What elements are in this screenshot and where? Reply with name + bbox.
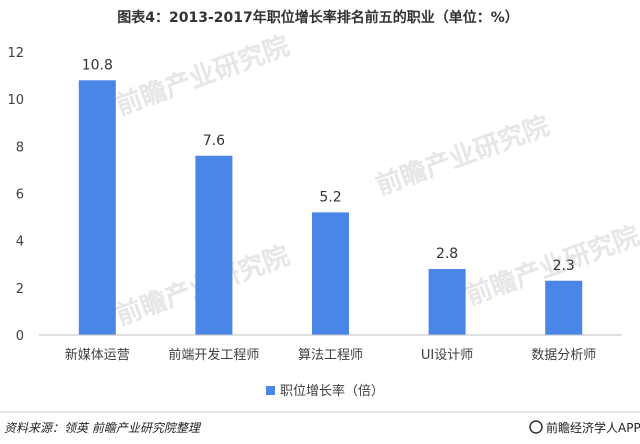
bar <box>195 155 233 335</box>
brand-mark: 前瞻经济学人APP <box>529 420 640 435</box>
data-label: 10.8 <box>82 57 113 73</box>
data-label: 2.8 <box>436 246 458 262</box>
data-label: 2.3 <box>553 258 575 274</box>
bars <box>78 80 583 335</box>
bar <box>78 80 116 335</box>
watermark-text-2: 前瞻产业研究院 <box>372 110 554 201</box>
data-label: 7.6 <box>203 133 225 149</box>
y-tick-label: 12 <box>7 46 24 61</box>
y-tick-label: 8 <box>16 140 24 155</box>
bar <box>545 280 583 335</box>
y-tick-label: 6 <box>16 188 24 203</box>
x-tick-label: UI设计师 <box>421 348 473 363</box>
legend-label: 职位增长率（倍） <box>280 383 384 399</box>
brand-logo-icon <box>529 420 543 434</box>
x-tick-label: 算法工程师 <box>298 348 363 363</box>
x-axis-labels: 新媒体运营 前端开发工程师 算法工程师 UI设计师 数据分析师 <box>65 347 596 363</box>
legend: 职位增长率（倍） <box>266 383 384 399</box>
watermark-text-1: 前瞻产业研究院 <box>112 30 294 121</box>
x-tick-label: 前端开发工程师 <box>168 347 259 363</box>
bar <box>312 212 349 335</box>
data-label: 5.2 <box>319 189 341 205</box>
y-tick-label: 0 <box>16 329 24 344</box>
y-axis-ticks: 0 2 4 6 8 10 12 <box>7 46 24 344</box>
source-note: 资料来源：领英 前瞻产业研究院整理 <box>4 421 202 435</box>
legend-swatch <box>266 386 275 395</box>
chart-title: 图表4：2013-2017年职位增长率排名前五的职业（单位：%） <box>117 9 519 26</box>
x-tick-label: 数据分析师 <box>531 348 596 363</box>
y-tick-label: 10 <box>7 93 24 108</box>
data-labels: 10.8 7.6 5.2 2.8 2.3 <box>82 57 575 273</box>
y-tick-label: 4 <box>16 235 24 250</box>
y-tick-label: 2 <box>16 282 24 297</box>
brand-name: 前瞻经济学人APP <box>546 420 640 435</box>
bar <box>428 268 466 335</box>
x-tick-label: 新媒体运营 <box>65 347 130 363</box>
